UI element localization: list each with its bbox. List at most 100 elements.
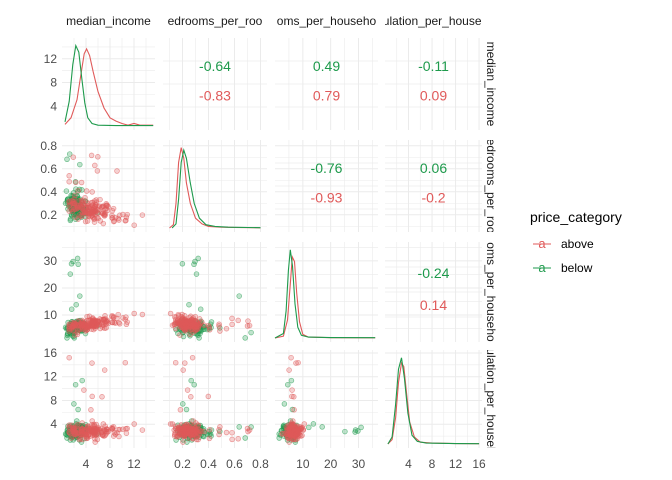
point-above: [66, 422, 72, 428]
corr-above-1-2: -0.93: [311, 190, 343, 206]
point-above: [96, 321, 103, 328]
point-above: [101, 316, 107, 323]
point-above: [85, 205, 92, 211]
point-above: [193, 326, 199, 332]
point-above: [88, 199, 95, 206]
point-below: [281, 401, 288, 407]
point-below: [242, 335, 248, 341]
point-below: [188, 377, 194, 384]
point-above: [66, 424, 72, 430]
scatter-2-1: [167, 255, 254, 341]
point-above: [82, 431, 88, 437]
point-above: [123, 314, 129, 320]
corr-above-1-3: -0.2: [421, 190, 445, 206]
point-above: [95, 154, 101, 160]
point-above: [101, 212, 107, 218]
point-above: [189, 321, 195, 328]
y-tick-2-1: 20: [44, 281, 58, 295]
corr-below-0-2: 0.49: [313, 58, 340, 74]
point-below: [66, 151, 73, 157]
point-below: [75, 406, 81, 413]
point-above: [188, 394, 194, 400]
point-above: [122, 359, 129, 366]
strip-right-2: oms_per_househo: [484, 242, 498, 342]
x-tick-3-1: 8: [429, 457, 436, 471]
y-tick-1-0: 0.2: [40, 208, 57, 222]
point-above: [189, 426, 195, 433]
point-above: [101, 433, 107, 439]
point-below: [72, 381, 79, 388]
x-tick-2-0: 10: [296, 457, 310, 471]
point-above: [189, 354, 196, 361]
y-tick-2-0: 10: [44, 308, 58, 322]
point-above: [72, 206, 78, 212]
point-below: [195, 332, 201, 339]
point-above: [177, 407, 184, 413]
point-above: [91, 323, 98, 330]
point-above: [115, 426, 121, 433]
point-above: [105, 428, 112, 435]
point-above: [131, 421, 137, 427]
y-tick-0-1: 8: [50, 76, 57, 90]
legend: price_categoryaaboveabelow: [530, 209, 622, 275]
point-above: [195, 323, 201, 330]
y-tick-3-0: 4: [50, 417, 57, 431]
y-tick-1-2: 0.6: [40, 162, 57, 176]
point-above: [88, 407, 94, 413]
point-below: [191, 381, 197, 388]
scatter-2-0: [62, 255, 146, 341]
point-below: [248, 329, 254, 336]
point-above: [99, 394, 105, 400]
point-below: [71, 401, 77, 407]
point-above: [293, 360, 299, 366]
x-tick-3-0: 4: [405, 457, 412, 471]
y-tick-3-1: 8: [50, 393, 57, 407]
corr-below-2-3: -0.24: [418, 265, 450, 281]
y-tick-0-0: 4: [50, 99, 57, 113]
point-above: [92, 207, 98, 214]
point-above: [69, 323, 76, 329]
point-below: [179, 261, 186, 267]
point-above: [178, 423, 184, 429]
point-above: [96, 203, 103, 209]
point-above: [206, 435, 213, 442]
point-below: [236, 424, 242, 430]
point-above: [82, 218, 89, 225]
point-above: [88, 152, 95, 159]
density-below-1: [171, 147, 261, 229]
y-tick-1-1: 0.4: [40, 185, 57, 199]
point-above: [139, 311, 146, 318]
point-above: [72, 332, 78, 338]
point-below: [186, 301, 192, 308]
point-above: [124, 425, 130, 432]
panel-2-2: [275, 242, 378, 342]
corr-below-0-3: -0.11: [418, 58, 449, 74]
strip-right-0: median_income: [484, 42, 498, 127]
x-tick-0-0: 4: [83, 457, 90, 471]
point-below: [306, 424, 312, 431]
point-below: [195, 255, 201, 262]
point-above: [205, 322, 212, 329]
point-above: [92, 162, 98, 169]
y-tick-2-2: 30: [44, 254, 58, 268]
point-above: [190, 436, 196, 442]
point-above: [115, 311, 121, 318]
strip-right-1: edrooms_per_roo: [484, 139, 498, 234]
point-above: [131, 222, 137, 228]
point-above: [182, 360, 188, 366]
point-below: [236, 293, 242, 299]
point-below: [74, 255, 81, 262]
point-above: [77, 436, 84, 442]
point-above: [289, 387, 295, 393]
y-tick-1-3: 0.8: [40, 139, 57, 153]
point-above: [66, 178, 72, 185]
point-above: [124, 319, 130, 325]
point-above: [246, 427, 253, 433]
point-above: [66, 354, 72, 361]
point-above: [229, 429, 235, 436]
x-tick-0-1: 8: [107, 457, 114, 471]
strip-top-3: ulation_per_housel: [383, 14, 484, 28]
point-above: [110, 205, 117, 212]
point-above: [216, 431, 222, 438]
